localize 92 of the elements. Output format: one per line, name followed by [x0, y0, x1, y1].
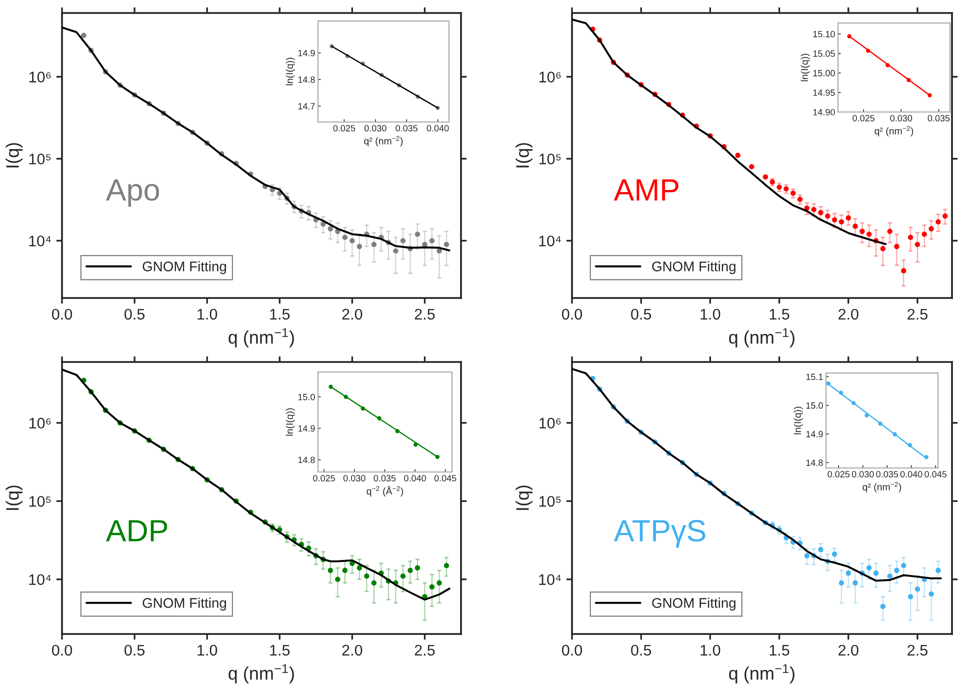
- x-axis-title: q² (nm$^{−2}$): [862, 482, 902, 492]
- y-tick-label: 10⁶: [29, 418, 51, 429]
- x-tick-label: 2.5: [908, 308, 928, 320]
- legend-label: GNOM Fitting: [142, 598, 226, 611]
- x-tick-label: 0.0: [562, 308, 582, 320]
- y-axis-title: ln(I(q)): [794, 406, 803, 434]
- x-tick-label: 0.035: [374, 475, 396, 482]
- y-tick-label: 15.1: [806, 374, 823, 380]
- x-tick-label: 1.5: [770, 644, 790, 656]
- x-tick-label: 2.5: [414, 308, 435, 320]
- x-axis-title: q (nm$^{−1}$): [729, 328, 794, 348]
- y-axis-title: I(q): [516, 143, 532, 168]
- y-tick-label: 15.0: [298, 394, 315, 400]
- x-tick-label: 0.5: [631, 644, 652, 656]
- x-tick-label: 0.045: [924, 471, 946, 478]
- x-tick-label: 2.5: [908, 644, 928, 656]
- y-tick-label: 10⁴: [29, 236, 51, 246]
- annotation: ADP: [106, 520, 168, 542]
- y-tick-label: 10⁶: [539, 72, 561, 82]
- y-tick-label: 14.9: [298, 425, 315, 432]
- y-tick-label: 14.9: [298, 50, 315, 56]
- annotation: ATPγS: [614, 520, 706, 548]
- x-tick-label: 0.045: [434, 475, 456, 482]
- y-tick-label: 15.10: [813, 30, 835, 38]
- x-tick-label: 0.030: [364, 125, 386, 132]
- x-tick-label: 0.5: [124, 644, 145, 656]
- y-tick-label: 15.0: [806, 402, 823, 409]
- x-tick-label: 0.025: [852, 115, 874, 122]
- x-tick-label: 2.0: [342, 644, 362, 656]
- x-tick-label: 0.035: [876, 471, 898, 478]
- x-axis-title: q (nm$^{−1}$): [228, 328, 294, 348]
- y-axis-title: ln(I(q)): [800, 54, 810, 82]
- x-tick-label: 1.0: [198, 644, 218, 656]
- y-tick-label: 14.90: [813, 108, 835, 116]
- y-tick-label: 15.05: [813, 50, 835, 57]
- x-tick-label: 0.0: [52, 308, 72, 320]
- y-tick-label: 14.8: [298, 76, 315, 83]
- x-tick-label: 0.040: [426, 125, 449, 132]
- y-tick-label: 10⁴: [29, 574, 51, 586]
- x-axis-title: q² (nm$^{−2}$): [874, 126, 914, 136]
- y-tick-label: 10⁴: [539, 574, 561, 586]
- x-tick-label: 0.5: [631, 308, 652, 320]
- x-tick-label: 0.025: [828, 471, 850, 478]
- y-tick-label: 14.8: [806, 460, 823, 466]
- y-tick-label: 10⁵: [29, 154, 51, 164]
- x-axis-title: q (nm$^{−1}$): [729, 664, 794, 684]
- y-tick-label: 10⁵: [539, 154, 561, 164]
- y-tick-label: 15.00: [813, 70, 835, 76]
- y-tick-label: 14.9: [806, 430, 823, 438]
- x-tick-label: 0.035: [396, 125, 418, 132]
- x-tick-label: 1.0: [700, 644, 720, 656]
- x-tick-label: 0.030: [890, 115, 912, 122]
- y-tick-label: 14.8: [298, 456, 315, 464]
- y-tick-label: 10⁴: [539, 236, 561, 246]
- x-tick-label: 1.5: [270, 644, 290, 656]
- x-tick-label: 2.0: [342, 308, 362, 320]
- x-tick-label: 2.0: [838, 644, 858, 656]
- x-tick-label: 1.0: [700, 308, 720, 320]
- y-tick-label: 10⁵: [539, 496, 561, 507]
- x-tick-label: 0.030: [852, 471, 874, 478]
- x-tick-label: 0.030: [343, 475, 366, 482]
- x-tick-label: 0.040: [404, 475, 426, 482]
- x-tick-label: 0.0: [562, 644, 582, 656]
- y-tick-label: 14.95: [813, 89, 835, 96]
- x-tick-label: 0.040: [900, 471, 922, 478]
- x-axis-title: q² (nm$^{−2}$): [364, 136, 403, 146]
- x-axis-title: q (nm$^{−1}$): [228, 664, 294, 684]
- y-tick-label: 10⁵: [29, 496, 51, 507]
- x-tick-label: 0.035: [928, 115, 950, 122]
- x-axis-title: q$^{−2}$ (Å$^{−2}$): [366, 486, 404, 497]
- x-tick-label: 0.5: [124, 308, 145, 320]
- x-tick-label: 0.025: [313, 475, 335, 482]
- x-tick-label: 1.0: [198, 308, 218, 320]
- y-tick-label: 10⁶: [29, 72, 51, 82]
- y-axis-title: I(q): [6, 486, 22, 510]
- x-tick-label: 1.5: [770, 308, 790, 320]
- x-tick-label: 0.025: [333, 125, 356, 132]
- legend-label: GNOM Fitting: [142, 261, 226, 274]
- y-axis-title: ln(I(q)): [286, 408, 295, 436]
- y-axis-title: I(q): [6, 143, 22, 168]
- y-tick-label: 10⁶: [539, 418, 561, 429]
- x-tick-label: 1.5: [270, 308, 290, 320]
- y-axis-title: I(q): [516, 486, 532, 510]
- legend-label: GNOM Fitting: [652, 598, 736, 611]
- annotation: Apo: [106, 179, 159, 207]
- legend-label: GNOM Fitting: [652, 261, 736, 274]
- y-axis-title: ln(I(q)): [286, 58, 295, 86]
- x-tick-label: 2.0: [838, 308, 858, 320]
- x-tick-label: 0.0: [52, 644, 72, 656]
- annotation: AMP: [614, 179, 678, 200]
- x-tick-label: 2.5: [414, 644, 435, 656]
- y-tick-label: 14.7: [298, 103, 315, 110]
